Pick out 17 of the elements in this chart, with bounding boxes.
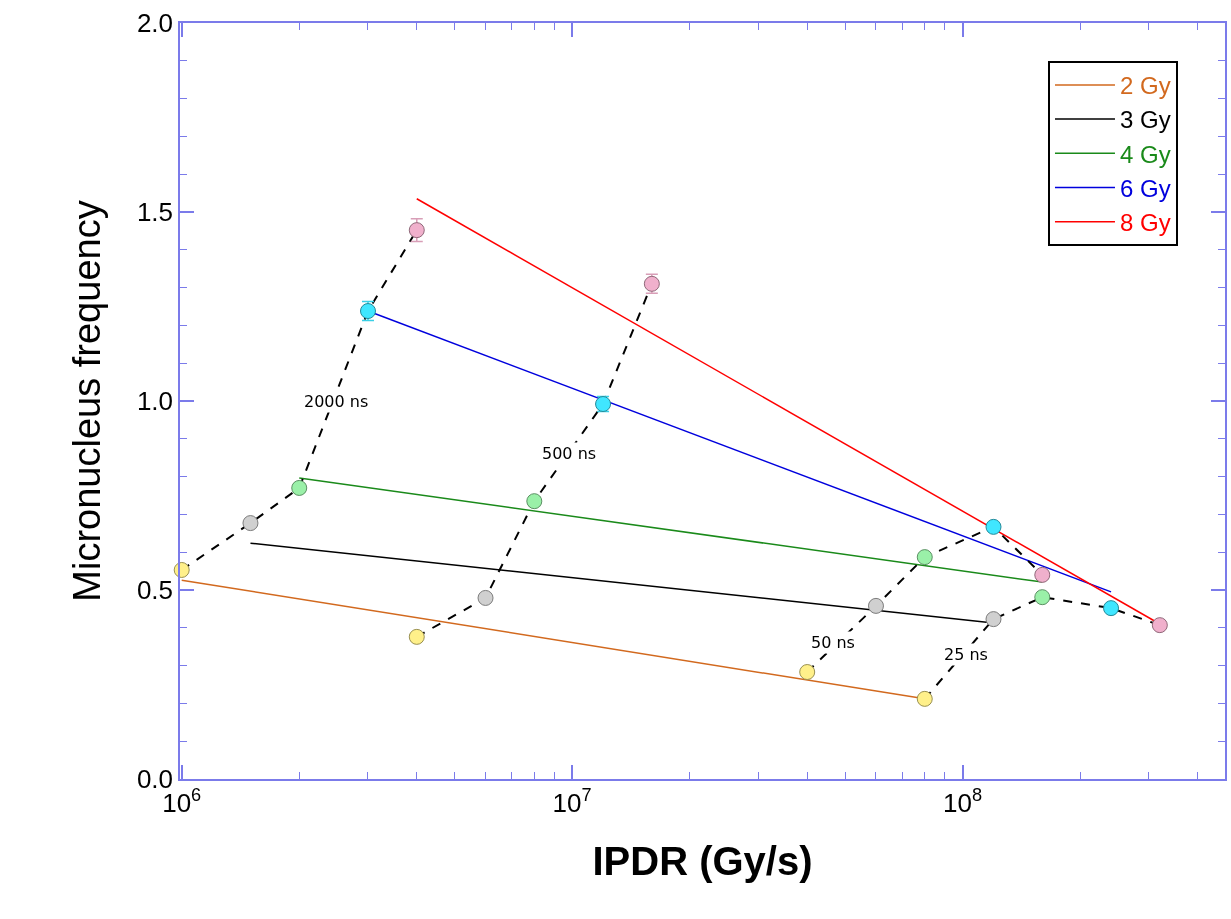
annotation: 50 ns [811, 633, 855, 652]
y-tick-label: 1.5 [136, 197, 174, 228]
annotation: 2000 ns [304, 392, 369, 411]
x-tick-label: 10$^{8}$ [943, 785, 983, 818]
x-tick-label: 10$^{7}$ [552, 785, 592, 818]
y-tick-label: 0.5 [136, 575, 174, 606]
legend-label: 6 Gy [1119, 174, 1171, 202]
legend-label: 3 Gy [1119, 106, 1171, 134]
legend-label: 8 Gy [1119, 209, 1171, 237]
x-axis-title: IPDR (Gy/s) [592, 838, 813, 883]
y-axis-title: Micronucleus frequency [65, 200, 108, 602]
legend-label: 2 Gy [1119, 72, 1171, 100]
legend-label: 4 Gy [1119, 140, 1171, 168]
annotation: 500 ns [542, 444, 597, 463]
y-tick-label: 2.0 [136, 8, 174, 39]
annotation: 25 ns [944, 645, 988, 664]
y-tick-label: 1.0 [136, 386, 174, 417]
